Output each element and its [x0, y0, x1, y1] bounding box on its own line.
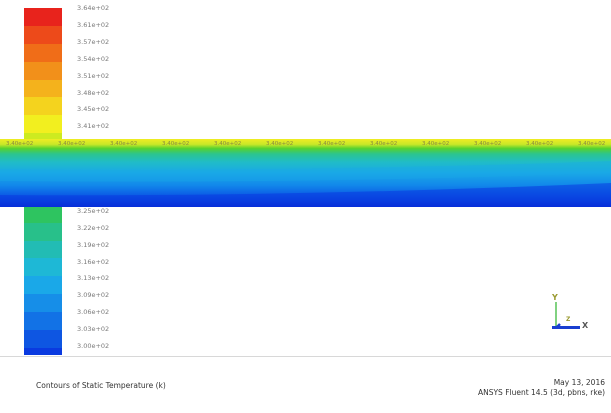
band-contour-label: 3.40e+02 — [474, 141, 502, 147]
band-contour-label: 3.40e+02 — [370, 141, 398, 147]
band-lower-fade — [0, 183, 611, 207]
colorbar-segment — [24, 347, 62, 355]
colorbar-segment — [24, 8, 62, 26]
colorbar-label: 3.57e+02 — [77, 37, 110, 46]
colorbar-label: 3.54e+02 — [77, 54, 110, 63]
colorbar-segment — [24, 97, 62, 116]
axes-base — [552, 326, 580, 329]
band-contour-label: 3.40e+02 — [526, 141, 554, 147]
colorbar-label: 3.09e+02 — [77, 291, 110, 300]
colorbar-segment — [24, 115, 62, 134]
plot-date: May 13, 2016 — [553, 378, 605, 387]
z-axis-label: Z — [566, 316, 571, 323]
colorbar-segment — [24, 79, 62, 98]
band-contour-label: 3.40e+02 — [58, 141, 86, 147]
colorbar-label: 3.03e+02 — [77, 325, 110, 334]
footer-panel: Contours of Static Temperature (k) May 1… — [0, 357, 611, 413]
contour-band: 3.40e+02 3.40e+02 3.40e+02 3.40e+02 3.40e+02… — [0, 139, 611, 207]
colorbar-segment — [24, 276, 62, 295]
colorbar-label: 3.61e+02 — [77, 20, 110, 29]
colorbar-segment — [24, 294, 62, 313]
band-contour-label: 3.40e+02 — [318, 141, 346, 147]
y-axis-label: Y — [552, 293, 558, 302]
colorbar-segment — [24, 61, 62, 80]
colorbar-label: 3.64e+02 — [77, 4, 110, 12]
band-contour-label: 3.40e+02 — [578, 141, 606, 147]
band-contour-label: 3.40e+02 — [110, 141, 138, 147]
colorbar-segment — [24, 43, 62, 62]
band-contour-label: 3.40e+02 — [6, 141, 34, 147]
colorbar-label: 3.45e+02 — [77, 105, 110, 114]
colorbar-label: 3.25e+02 — [77, 206, 110, 215]
colorbar-segment — [24, 330, 62, 348]
axes-triad — [552, 302, 580, 329]
plot-title: Contours of Static Temperature (k) — [36, 381, 166, 390]
colorbar-label: 3.16e+02 — [77, 257, 110, 266]
colorbar-segment — [24, 240, 62, 259]
colorbar-label: 3.51e+02 — [77, 71, 110, 80]
colorbar-label: 3.22e+02 — [77, 223, 110, 232]
contour-band-graphic — [0, 139, 611, 207]
graphics-viewport[interactable]: 3.64e+02 3.61e+02 3.57e+02 3.54e+02 3.51e+02… — [0, 0, 611, 355]
software-version: ANSYS Fluent 14.5 (3d, pbns, rke) — [477, 388, 605, 397]
band-contour-label: 3.40e+02 — [266, 141, 294, 147]
colorbar-label: 3.41e+02 — [77, 122, 110, 131]
colorbar-segment — [24, 25, 62, 44]
colorbar-segment — [24, 204, 62, 223]
band-mid-layer — [0, 161, 611, 182]
colorbar-segment — [24, 312, 62, 331]
band-contour-label: 3.40e+02 — [162, 141, 190, 147]
x-axis-label: X — [582, 321, 589, 330]
colorbar-segment — [24, 222, 62, 241]
colorbar-label: 3.13e+02 — [77, 274, 110, 283]
orientation-axes: Y Z X — [546, 293, 596, 336]
colorbar-label: 3.00e+02 — [77, 342, 110, 350]
colorbar-label: 3.48e+02 — [77, 88, 110, 97]
colorbar-label: 3.19e+02 — [77, 240, 110, 249]
colorbar-segment — [24, 258, 62, 277]
band-contour-label: 3.40e+02 — [214, 141, 242, 147]
band-contour-label: 3.40e+02 — [422, 141, 450, 147]
colorbar-label: 3.06e+02 — [77, 308, 110, 317]
footer-divider — [0, 356, 611, 357]
